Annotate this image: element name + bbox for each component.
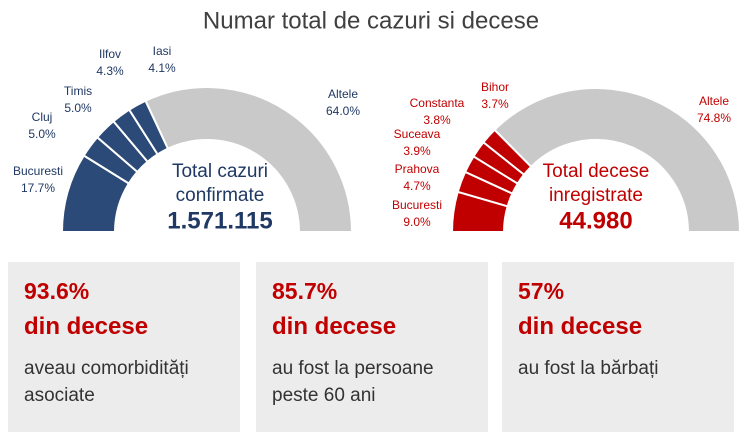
card-value: 93.6% (24, 278, 90, 304)
segment-label: Suceava (394, 127, 441, 141)
segment-value-label: 5.0% (64, 101, 92, 115)
segment-label: Altele (328, 87, 358, 101)
center-label: inregistrate (549, 185, 643, 206)
segment (493, 87, 742, 233)
segment-label: Bucuresti (13, 164, 63, 178)
charts: Numar total de cazuri si decese Bucurest… (13, 7, 742, 234)
card-value: 85.7% (272, 278, 338, 304)
card-label: din decese (24, 313, 149, 340)
segment-label: Bucuresti (392, 198, 442, 212)
center-value: 1.571.115 (167, 207, 272, 234)
segment-value-label: 5.0% (28, 127, 56, 141)
card-label: din decese (272, 313, 397, 340)
segment-label: Ilfov (99, 47, 121, 61)
segment-label: Bihor (481, 80, 509, 94)
segment-label: Iasi (153, 44, 172, 58)
segment-value-label: 3.7% (481, 97, 509, 111)
center-label: confirmate (176, 185, 265, 206)
segment-value-label: 64.0% (326, 104, 360, 118)
segment-value-label: 4.1% (148, 61, 176, 75)
segment-value-label: 9.0% (403, 215, 431, 229)
segment-label: Timis (64, 84, 92, 98)
card: 57% din decese au fost la bărbați (502, 262, 734, 432)
card-label: din decese (518, 313, 643, 340)
segment-label: Cluj (32, 110, 53, 124)
center-label: Total decese (543, 161, 650, 182)
segment-value-label: 3.8% (423, 113, 451, 127)
segment-value-label: 17.7% (21, 181, 55, 195)
segment-label: Prahova (395, 162, 440, 176)
center-label: Total cazuri (172, 161, 268, 182)
card-value: 57% (518, 278, 565, 304)
segment-label: Constanta (410, 96, 465, 110)
segment-value-label: 4.3% (96, 64, 124, 78)
segment-value-label: 3.9% (403, 144, 431, 158)
card-text: aveau comorbidități asociate (24, 358, 189, 406)
card-text: au fost la bărbați (518, 358, 659, 379)
card: 85.7% din decese au fost la persoane pes… (256, 262, 488, 432)
segment-label: Altele (699, 94, 729, 108)
center-value: 44.980 (559, 207, 632, 234)
card: 93.6% din decese aveau comorbidități aso… (8, 262, 240, 432)
segment-value-label: 4.7% (403, 179, 431, 193)
title: Numar total de cazuri si decese (203, 7, 539, 34)
card-text: au fost la persoane peste 60 ani (272, 358, 434, 406)
segment-value-label: 74.8% (697, 111, 731, 125)
segment (144, 86, 354, 233)
